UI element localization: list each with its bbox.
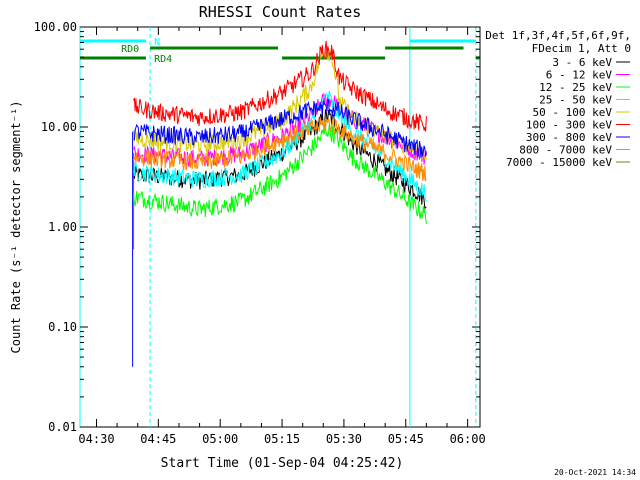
x-tick-label: 05:00: [202, 432, 238, 446]
series-line-800-7000-kev: [133, 116, 427, 183]
legend-label: 100 - 300 keV: [526, 119, 612, 132]
legend-label: 25 - 50 keV: [539, 94, 612, 107]
x-tick-label: 05:15: [264, 432, 300, 446]
y-tick-label: 100.00: [34, 20, 77, 34]
x-tick-label: 05:30: [326, 432, 362, 446]
legend-label: 3 - 6 keV: [552, 56, 612, 69]
state-bar-label-rd4: RD4: [154, 54, 172, 65]
x-tick-label: 04:45: [140, 432, 176, 446]
series-line-300-800-kev: [133, 98, 427, 158]
x-tick-label: 06:00: [450, 432, 486, 446]
y-tick-label: 0.01: [48, 420, 77, 434]
footer-date: 20-Oct-2021 14:34: [554, 468, 636, 477]
y-tick-label: 0.10: [48, 320, 77, 334]
legend: Det 1f,3f,4f,5f,6f,9f, FDecim 1, Att 0 3…: [485, 29, 631, 169]
y-axis-label: Count Rate (s⁻¹ detector segment⁻¹): [9, 101, 23, 354]
legend-label: 7000 - 15000 keV: [506, 156, 612, 169]
state-bar-label-n: N: [154, 37, 160, 48]
legend-label: 800 - 7000 keV: [519, 144, 612, 157]
series-line-100-300-kev: [133, 40, 427, 132]
chart-title: RHESSI Count Rates: [199, 3, 362, 21]
x-tick-label: 04:30: [78, 432, 114, 446]
series-line-12-25-kev: [133, 123, 427, 225]
legend-label: 50 - 100 keV: [533, 106, 613, 119]
legend-label: 12 - 25 keV: [539, 81, 612, 94]
x-tick-label: 05:45: [388, 432, 424, 446]
legend-label: 6 - 12 keV: [546, 69, 613, 82]
legend-header-line-2: FDecim 1, Att 0: [532, 42, 631, 55]
legend-header-line-1: Det 1f,3f,4f,5f,6f,9f,: [485, 29, 631, 42]
state-bar-label-rd0: RD0: [121, 44, 139, 55]
y-tick-label: 1.00: [48, 220, 77, 234]
legend-label: 300 - 800 keV: [526, 131, 612, 144]
x-axis-label: Start Time (01-Sep-04 04:25:42): [161, 456, 404, 471]
y-tick-label: 10.00: [41, 120, 77, 134]
